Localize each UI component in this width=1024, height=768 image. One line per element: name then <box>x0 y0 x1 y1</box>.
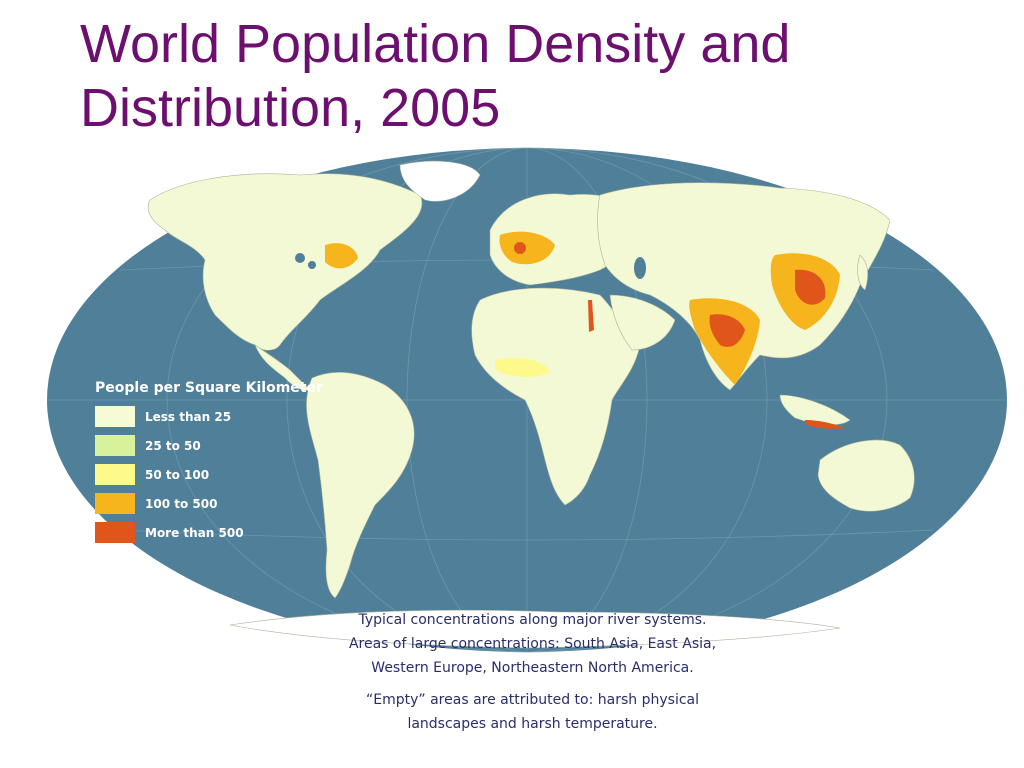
legend-item: 100 to 500 <box>95 493 325 514</box>
caption-notes: Typical concentrations along major river… <box>300 608 765 736</box>
note-concentrations-1: Areas of large concentrations: South Asi… <box>348 636 717 652</box>
legend-item: Less than 25 <box>95 406 325 427</box>
legend-label: Less than 25 <box>145 409 232 424</box>
antarctica <box>229 609 841 649</box>
south-america <box>306 372 415 599</box>
arabia <box>609 294 676 351</box>
note-empty-areas-1: “Empty” areas are attributed to: harsh p… <box>366 692 699 708</box>
legend-label: 50 to 100 <box>145 467 210 482</box>
page-title: World Population Density and Distributio… <box>80 12 980 140</box>
legend-item: 25 to 50 <box>95 435 325 456</box>
note-empty-areas-2: landscapes and harsh temperature. <box>407 716 658 732</box>
legend-item: 50 to 100 <box>95 464 325 485</box>
density-hotspots <box>295 231 845 429</box>
legend-swatch <box>95 464 135 485</box>
japan <box>857 254 869 291</box>
north-america <box>147 173 423 351</box>
legend-label: More than 500 <box>145 525 244 540</box>
legend: People per Square Kilometer Less than 25… <box>95 380 325 551</box>
legend-label: 25 to 50 <box>145 438 201 453</box>
australia <box>817 439 915 512</box>
legend-swatch <box>95 435 135 456</box>
legend-swatch <box>95 522 135 543</box>
note-river-systems: Typical concentrations along major river… <box>358 612 707 628</box>
legend-swatch <box>95 493 135 514</box>
legend-item: More than 500 <box>95 522 325 543</box>
africa <box>471 287 641 506</box>
note-concentrations-2: Western Europe, Northeastern North Ameri… <box>371 660 694 676</box>
title-line-1: World Population Density and <box>80 14 791 74</box>
notes-spacer <box>300 680 765 688</box>
legend-title: People per Square Kilometer <box>95 380 323 396</box>
legend-label: 100 to 500 <box>145 496 218 511</box>
asia <box>597 182 891 391</box>
title-line-2: Distribution, 2005 <box>80 78 501 138</box>
greenland <box>399 160 481 202</box>
legend-swatch <box>95 406 135 427</box>
